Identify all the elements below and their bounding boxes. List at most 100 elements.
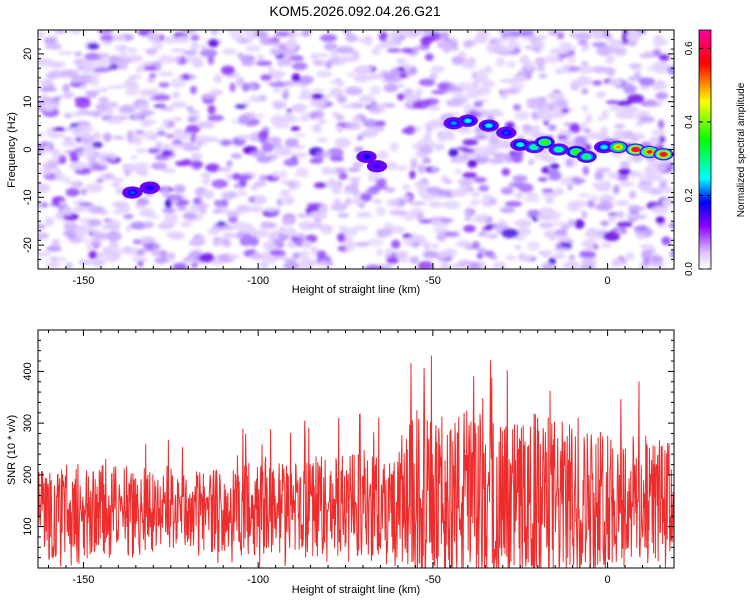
heatmap-noise-cell [106, 117, 124, 125]
heatmap-noise-cell [488, 197, 497, 206]
heatmap-noise-cell [410, 66, 418, 75]
heatmap-noise-cell [344, 242, 356, 250]
heatmap-noise-cell [615, 100, 633, 107]
heatmap-noise-cell [286, 108, 293, 113]
heatmap-noise-cell [221, 237, 231, 246]
heatmap-noise-cell [356, 134, 364, 141]
heatmap-noise-cell [171, 91, 181, 99]
heatmap-noise-cell [429, 72, 438, 80]
heatmap-noise-cell [300, 114, 310, 122]
heatmap-signal-point [576, 150, 597, 163]
heatmap-noise-cell [59, 200, 66, 206]
heatmap-noise-cell [512, 175, 528, 183]
heatmap-noise-cell [488, 157, 506, 164]
heatmap-noise-cell [236, 204, 251, 214]
heatmap-noise-cell [255, 60, 273, 66]
heatmap-noise-cell [217, 167, 232, 172]
heatmap-noise-cell [92, 131, 102, 141]
heatmap-y-tick-label: 0 [22, 146, 34, 152]
heatmap-noise-cell [428, 105, 441, 111]
heatmap-noise-cell [595, 167, 611, 173]
heatmap-noise-cell [409, 170, 416, 180]
heatmap-noise-cell [655, 92, 669, 100]
heatmap-noise-cell [151, 249, 163, 257]
heatmap-noise-cell [580, 121, 587, 132]
heatmap-x-ticks: -150 -100 -50 0 [47, 30, 661, 287]
heatmap-noise-cell [489, 254, 498, 260]
heatmap-noise-cell [85, 90, 99, 98]
heatmap-noise-cell [197, 121, 216, 129]
heatmap-noise-cell [651, 128, 666, 136]
snr-x-tick-label: -150 [72, 574, 94, 586]
heatmap-noise-cell [154, 257, 169, 264]
heatmap-noise-cell [555, 243, 562, 250]
heatmap-noise-cell [230, 153, 242, 159]
heatmap-noise-cell [102, 132, 112, 142]
heatmap-noise-cell [463, 224, 476, 233]
heatmap-noise-cell [383, 83, 399, 93]
heatmap-noise-cell [450, 189, 468, 197]
heatmap-noise-cell [384, 187, 396, 193]
heatmap-noise-cell [419, 144, 433, 155]
heatmap-noise-cell [573, 180, 582, 186]
heatmap-noise-cell [417, 164, 426, 174]
heatmap-noise-cell [293, 172, 311, 177]
colorbar-ticks: 0.0 0.2 0.4 0.6 [684, 41, 711, 276]
heatmap-noise-cell [525, 70, 533, 80]
heatmap-noise-cell [284, 138, 299, 148]
heatmap-noise-cell [341, 227, 358, 237]
heatmap-noise-cell [316, 119, 328, 124]
heatmap-noise-cell [473, 135, 488, 140]
heatmap-noise-cell [354, 74, 369, 83]
heatmap-noise-cell [207, 104, 216, 115]
heatmap-noise-cell [352, 116, 362, 123]
heatmap-noise-cell [436, 232, 447, 242]
heatmap-noise-cell [38, 232, 50, 240]
heatmap-noise-cell [250, 252, 263, 260]
heatmap-noise-cell [99, 87, 108, 93]
heatmap-noise-cell [248, 205, 263, 213]
heatmap-noise-cell [652, 167, 667, 172]
heatmap-noise-cell [422, 241, 432, 249]
heatmap-noise-cell [467, 159, 478, 168]
heatmap-noise-cell [179, 30, 197, 35]
heatmap-noise-cell [510, 82, 525, 91]
heatmap-noise-cell [473, 35, 489, 44]
heatmap-noise-cell [551, 221, 569, 226]
heatmap-noise-cell [120, 52, 128, 57]
heatmap-noise-cell [163, 143, 170, 150]
heatmap-noise-cell [173, 55, 182, 63]
heatmap-noise-cell [567, 46, 577, 51]
heatmap-noise-cell [318, 261, 331, 268]
heatmap-noise-cell [657, 178, 670, 183]
heatmap-noise-cell [38, 31, 46, 37]
heatmap-noise-cell [356, 211, 372, 218]
heatmap-noise-cell [237, 134, 250, 140]
heatmap-noise-cell [132, 112, 142, 121]
heatmap-noise-cell [338, 172, 348, 181]
heatmap-noise-cell [222, 48, 237, 56]
heatmap-noise-cell [190, 152, 203, 161]
heatmap-noise-cell [165, 194, 183, 201]
heatmap-noise-cell [575, 76, 593, 86]
snr-y-ticks: 100 200 300 400 [22, 329, 674, 569]
heatmap-noise-cell [585, 113, 593, 124]
heatmap-noise-cell [250, 150, 267, 158]
heatmap-noise-cell [345, 86, 363, 96]
heatmap-noise-cell [134, 129, 145, 135]
heatmap-noise-cell [536, 109, 553, 120]
heatmap-noise-cell [578, 65, 593, 74]
heatmap-noise-cell [608, 78, 623, 87]
heatmap-signal-point [625, 143, 646, 156]
heatmap-noise-cell [91, 141, 103, 149]
heatmap-noise-cell [617, 168, 632, 176]
heatmap-noise-cell [128, 74, 142, 80]
heatmap-noise-cell [97, 58, 110, 68]
heatmap-noise-cell [505, 254, 517, 261]
heatmap-noise-cell [151, 135, 158, 141]
heatmap-noise-cell [521, 124, 532, 131]
heatmap-noise-cell [76, 230, 87, 238]
heatmap-noise-cell [385, 161, 398, 171]
heatmap-noise-cell [352, 224, 369, 231]
